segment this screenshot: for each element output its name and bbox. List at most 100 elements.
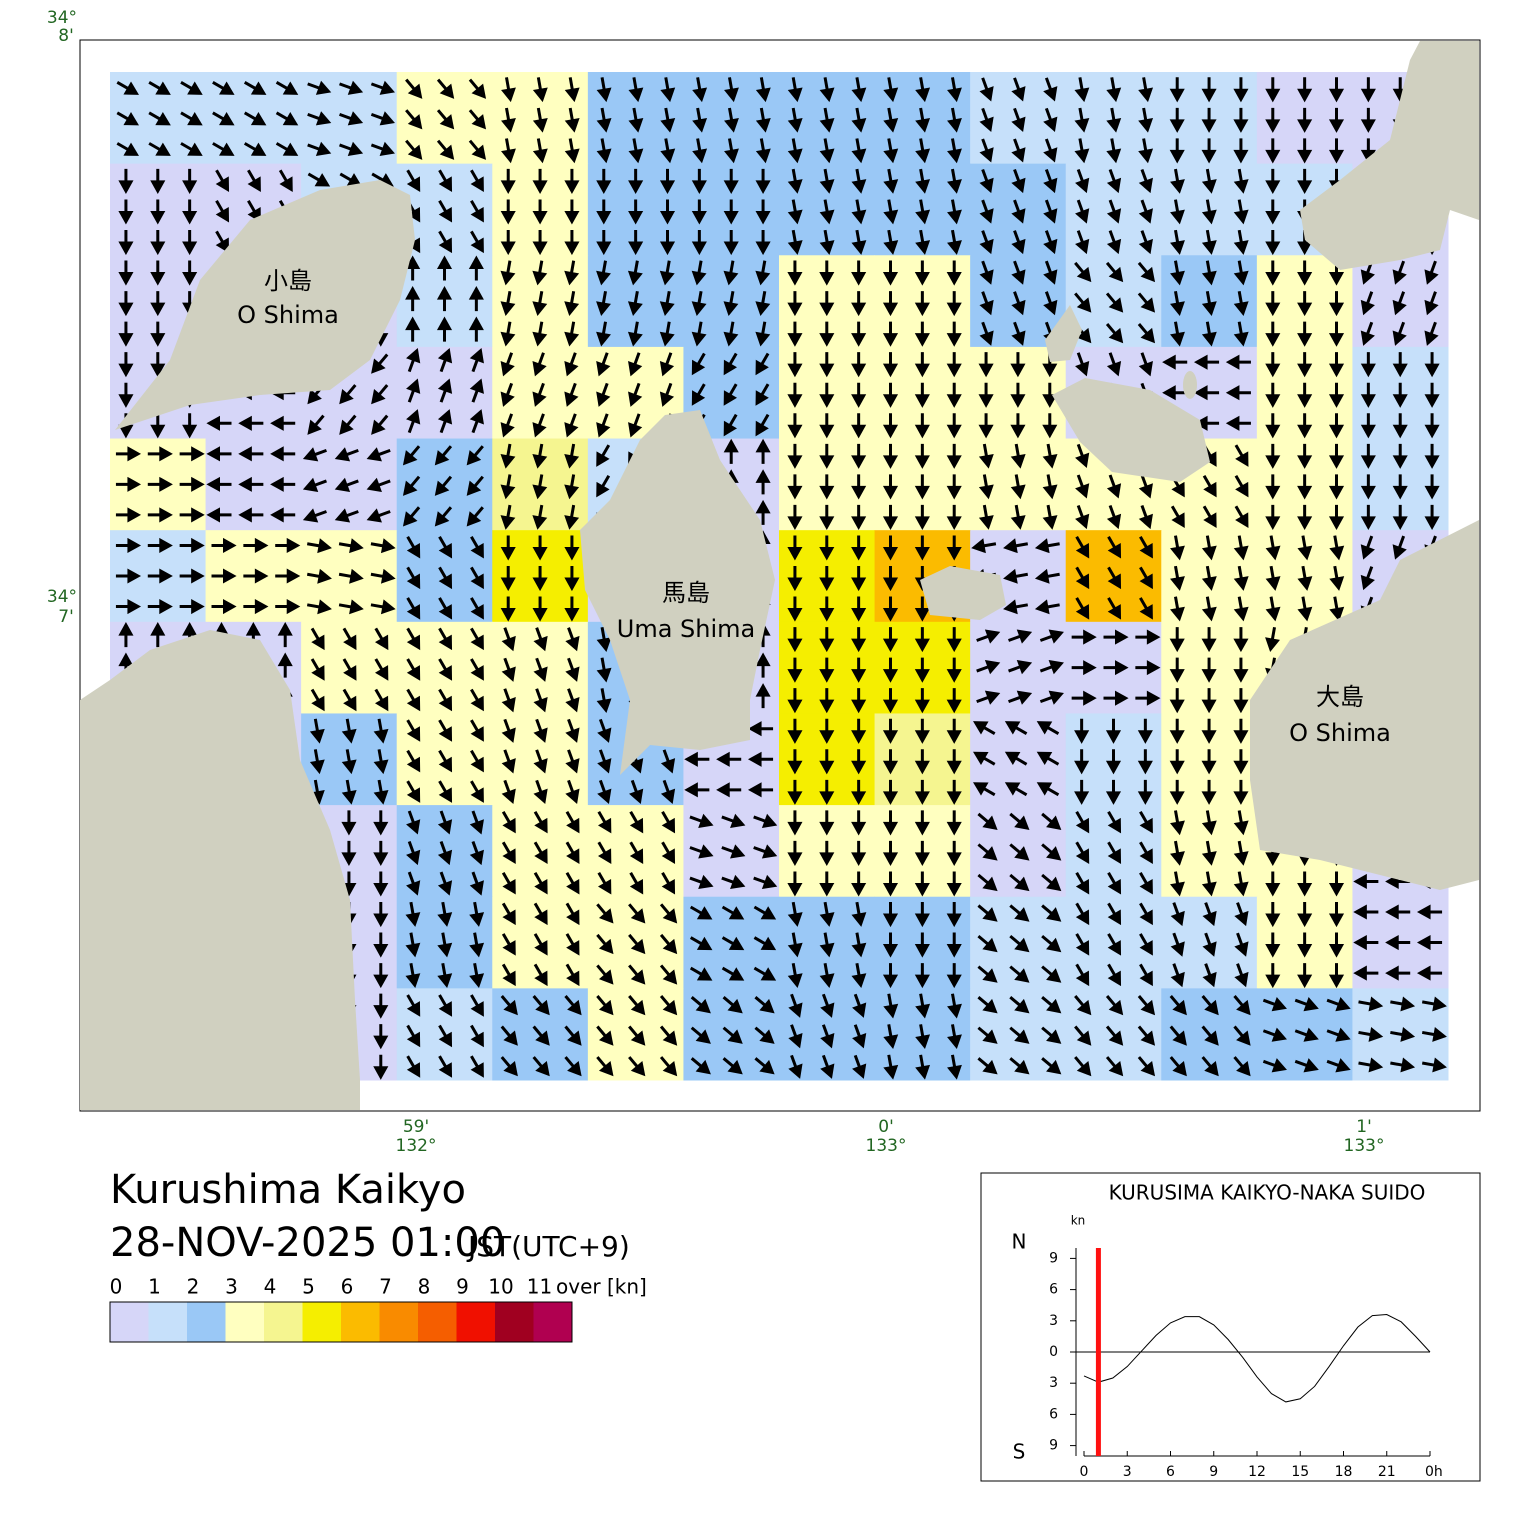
current-arrow bbox=[852, 993, 867, 1018]
current-arrow bbox=[659, 290, 675, 316]
current-arrow bbox=[532, 382, 547, 407]
current-arrow bbox=[1297, 138, 1313, 164]
y-tick-label: 3 bbox=[1049, 1313, 1058, 1329]
current-arrow bbox=[469, 378, 484, 403]
current-arrow bbox=[147, 446, 173, 462]
current-arrow bbox=[979, 107, 994, 132]
current-arrow bbox=[1424, 504, 1440, 530]
current-arrow bbox=[787, 260, 803, 286]
current-arrow bbox=[1075, 443, 1090, 468]
current-arrow bbox=[1201, 260, 1217, 286]
current-arrow bbox=[1233, 229, 1249, 255]
legend-swatch bbox=[148, 1302, 187, 1342]
current-arrow bbox=[754, 1026, 775, 1044]
current-arrow bbox=[914, 718, 930, 744]
place-name: O Shima bbox=[1289, 719, 1391, 747]
current-arrow bbox=[723, 413, 738, 437]
current-arrow bbox=[914, 504, 930, 530]
current-arrow bbox=[689, 874, 714, 890]
current-arrow bbox=[437, 962, 453, 988]
current-arrow bbox=[150, 291, 166, 317]
current-arrow bbox=[1265, 413, 1281, 439]
current-arrow bbox=[1328, 504, 1345, 530]
current-arrow bbox=[532, 474, 548, 500]
y-tick-label: 9 bbox=[1049, 1250, 1058, 1266]
current-arrow bbox=[1233, 627, 1249, 653]
current-arrow bbox=[1358, 1057, 1384, 1073]
current-arrow bbox=[851, 657, 867, 683]
current-arrow bbox=[1137, 323, 1156, 344]
current-arrow bbox=[406, 994, 421, 1017]
current-arrow bbox=[147, 537, 173, 554]
current-arrow bbox=[628, 933, 646, 955]
current-arrow bbox=[500, 352, 515, 377]
current-arrow bbox=[1201, 1056, 1219, 1077]
legend-swatch bbox=[456, 1302, 495, 1342]
current-arrow bbox=[1139, 872, 1153, 895]
current-arrow bbox=[1424, 474, 1440, 500]
current-arrow bbox=[979, 291, 994, 316]
current-arrow bbox=[1360, 291, 1375, 316]
current-arrow bbox=[882, 352, 899, 378]
current-arrow bbox=[914, 840, 930, 866]
current-arrow bbox=[1201, 290, 1217, 316]
current-arrow bbox=[1233, 107, 1249, 133]
current-arrow bbox=[1074, 1056, 1092, 1077]
current-arrow bbox=[753, 936, 777, 951]
current-arrow bbox=[1265, 504, 1281, 530]
current-arrow bbox=[1105, 779, 1122, 805]
current-arrow bbox=[310, 627, 325, 651]
current-arrow bbox=[1358, 996, 1384, 1012]
current-arrow bbox=[977, 843, 998, 861]
current-arrow bbox=[436, 78, 455, 99]
current-arrow bbox=[755, 290, 771, 316]
current-arrow bbox=[1039, 660, 1064, 675]
current-arrow bbox=[1042, 474, 1058, 500]
current-arrow bbox=[755, 230, 771, 256]
current-arrow bbox=[721, 874, 746, 890]
current-arrow bbox=[564, 1056, 582, 1077]
current-arrow bbox=[691, 290, 707, 316]
current-arrow bbox=[1075, 474, 1090, 499]
current-arrow bbox=[1075, 841, 1090, 864]
current-arrow bbox=[1107, 810, 1122, 834]
current-arrow bbox=[373, 871, 389, 897]
current-arrow bbox=[564, 596, 580, 622]
current-arrow bbox=[1103, 690, 1129, 706]
current-arrow bbox=[787, 840, 803, 866]
current-arrow bbox=[150, 230, 166, 256]
tide-unit: kn bbox=[1071, 1214, 1086, 1228]
current-arrow bbox=[1265, 963, 1281, 989]
current-arrow bbox=[851, 627, 867, 653]
current-arrow bbox=[628, 107, 644, 133]
current-arrow bbox=[628, 382, 643, 407]
current-arrow bbox=[1265, 321, 1281, 347]
current-arrow bbox=[1041, 934, 1062, 953]
current-arrow bbox=[501, 77, 516, 103]
current-arrow bbox=[1169, 995, 1187, 1016]
current-arrow bbox=[755, 438, 771, 464]
current-arrow bbox=[882, 749, 899, 775]
current-arrow bbox=[851, 504, 867, 530]
current-arrow bbox=[753, 874, 778, 890]
current-arrow bbox=[468, 139, 487, 160]
current-arrow bbox=[596, 352, 611, 377]
current-arrow bbox=[787, 504, 803, 530]
current-arrow bbox=[436, 316, 453, 342]
current-arrow bbox=[819, 504, 835, 530]
current-arrow bbox=[1170, 321, 1185, 347]
current-arrow bbox=[501, 688, 516, 713]
current-arrow bbox=[1041, 965, 1062, 983]
current-arrow bbox=[755, 469, 771, 495]
y-tick-label: 9 bbox=[1049, 1438, 1058, 1454]
current-arrow bbox=[882, 840, 899, 866]
current-arrow bbox=[755, 199, 771, 225]
current-arrow bbox=[309, 718, 325, 744]
current-arrow bbox=[147, 598, 173, 615]
current-arrow bbox=[946, 932, 962, 958]
current-arrow bbox=[819, 932, 835, 958]
current-arrow bbox=[1170, 229, 1185, 255]
current-arrow bbox=[533, 657, 548, 682]
current-arrow bbox=[692, 77, 708, 103]
current-arrow bbox=[1265, 199, 1281, 225]
